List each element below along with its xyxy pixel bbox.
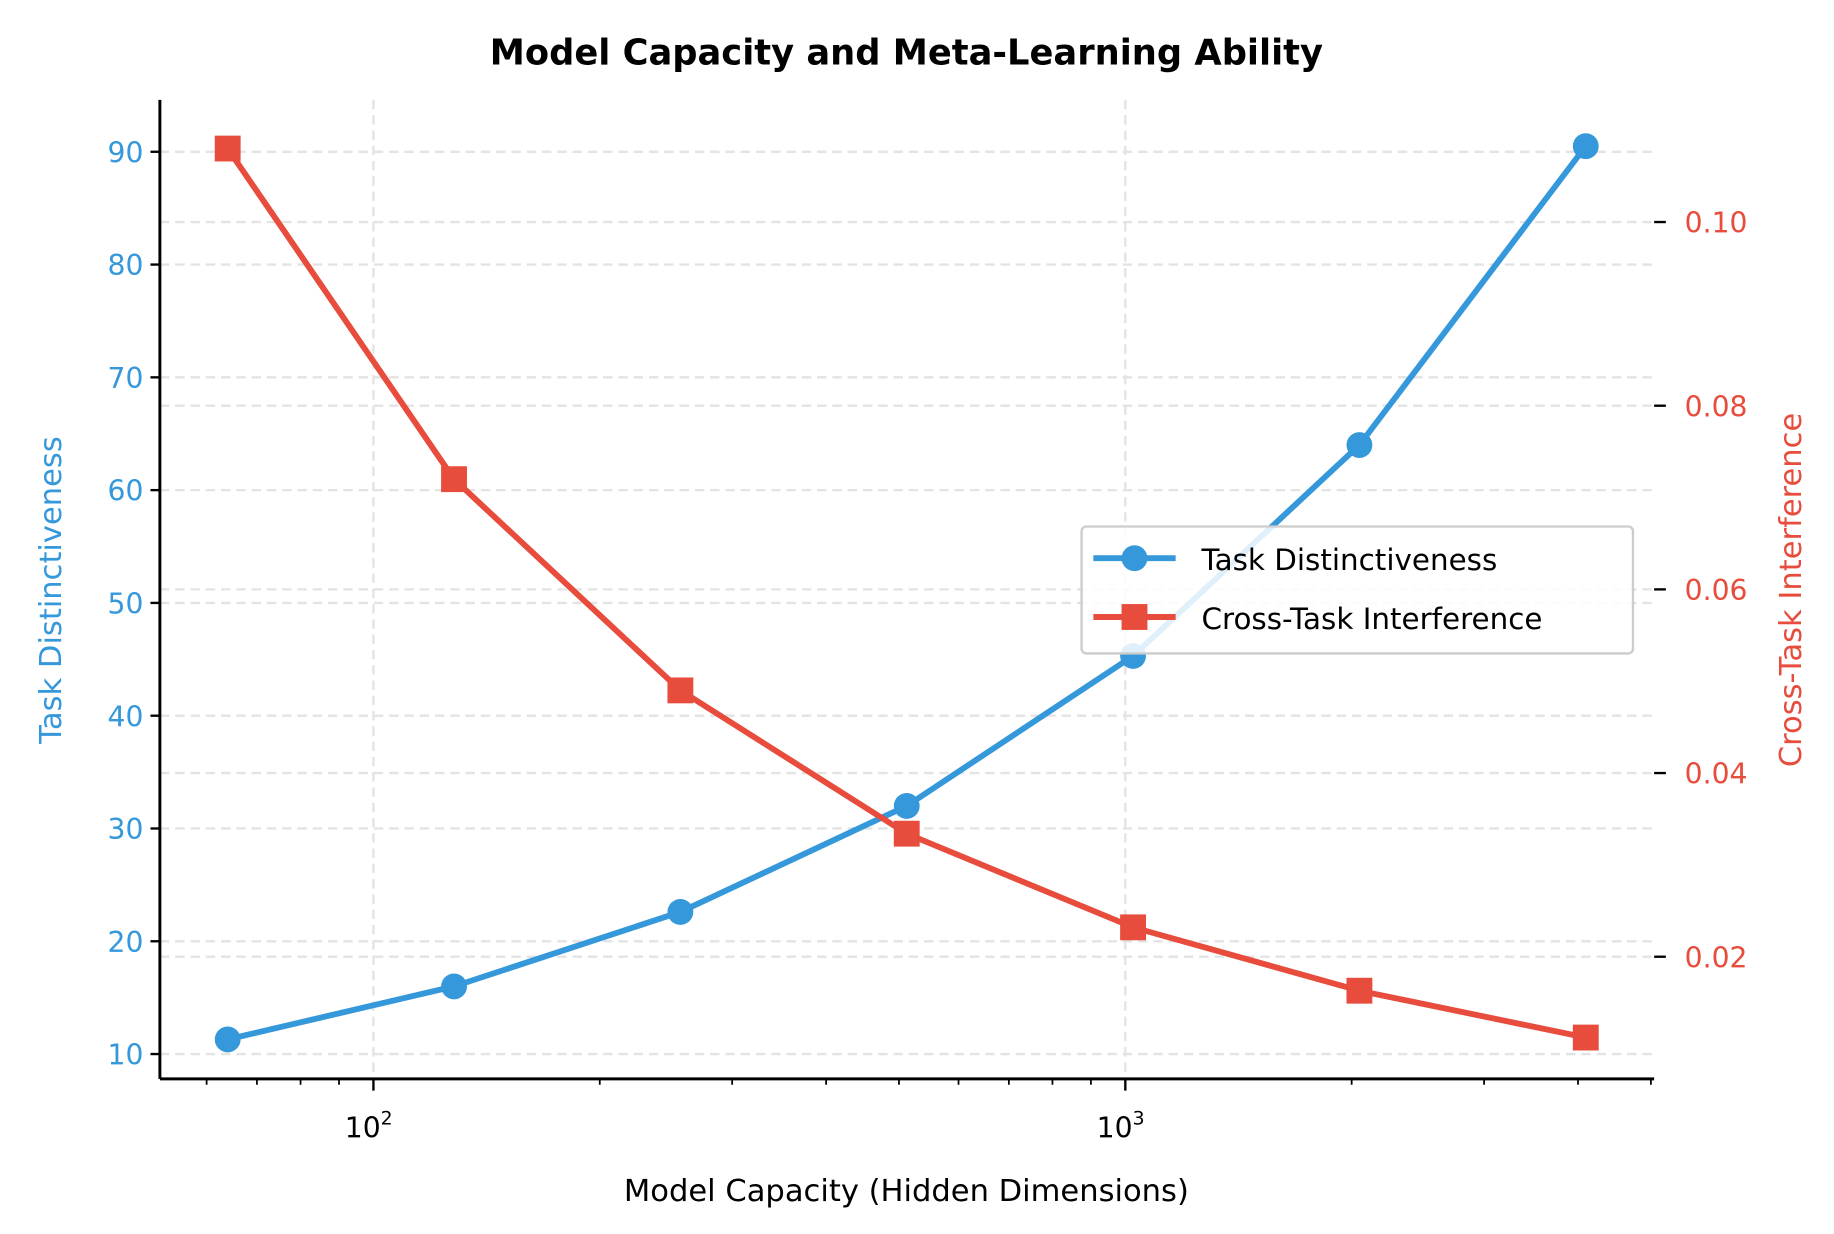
y-left-tick-label: 50 [108, 587, 144, 620]
data-point-interference [1346, 977, 1373, 1004]
legend-marker-circle [1121, 545, 1148, 572]
y-left-tick-label: 30 [108, 813, 144, 846]
series [214, 133, 1599, 1053]
y-axis-left-label: Task Distinctiveness [34, 436, 69, 744]
legend-label-cross-task-interference: Cross-Task Interference [1202, 602, 1543, 636]
y-right-tick-label: 0.02 [1685, 941, 1748, 974]
data-point-interference [667, 677, 694, 704]
data-point-distinctiveness [1346, 432, 1373, 458]
data-point-distinctiveness [893, 793, 920, 819]
data-point-interference [1572, 1024, 1599, 1051]
legend-label-task-distinctiveness: Task Distinctiveness [1201, 543, 1498, 577]
y-left-tick-label: 80 [108, 249, 144, 282]
y-right-tick-label: 0.08 [1685, 390, 1748, 423]
x-tick-label: 103 [1097, 1109, 1145, 1145]
y-left-tick-label: 70 [108, 362, 144, 395]
data-point-interference [893, 820, 920, 847]
data-point-distinctiveness [214, 1026, 241, 1053]
y-right-tick-label: 0.06 [1685, 574, 1748, 607]
legend-marker-square [1121, 604, 1148, 630]
data-point-interference [1120, 914, 1146, 941]
chart-title: Model Capacity and Meta-Learning Ability [490, 33, 1323, 74]
data-point-distinctiveness [441, 973, 467, 1000]
legend: Task Distinctiveness Cross-Task Interfer… [1080, 525, 1635, 655]
y-left-tick-label: 40 [108, 700, 144, 733]
y-right-tick-label: 0.04 [1685, 758, 1748, 791]
legend-box [1080, 525, 1635, 655]
data-point-distinctiveness [667, 899, 694, 925]
y-right-tick-label: 0.10 [1685, 207, 1748, 240]
y-left-tick-label: 10 [108, 1039, 144, 1072]
x-axis-label: Model Capacity (Hidden Dimensions) [624, 1174, 1189, 1209]
data-point-distinctiveness [1572, 133, 1599, 160]
axes: 10 20 30 40 50 60 70 80 90 0.02 0.04 0.06 0.08 0.10 10… [108, 99, 1748, 1145]
x-tick-label: 102 [345, 1109, 393, 1145]
y-left-tick-label: 60 [108, 475, 144, 508]
y-left-tick-label: 20 [108, 926, 144, 959]
y-left-tick-label: 90 [108, 136, 144, 169]
y-axis-right-label: Cross-Task Interference [1774, 413, 1809, 767]
data-point-interference [214, 135, 241, 162]
data-point-interference [441, 466, 467, 493]
